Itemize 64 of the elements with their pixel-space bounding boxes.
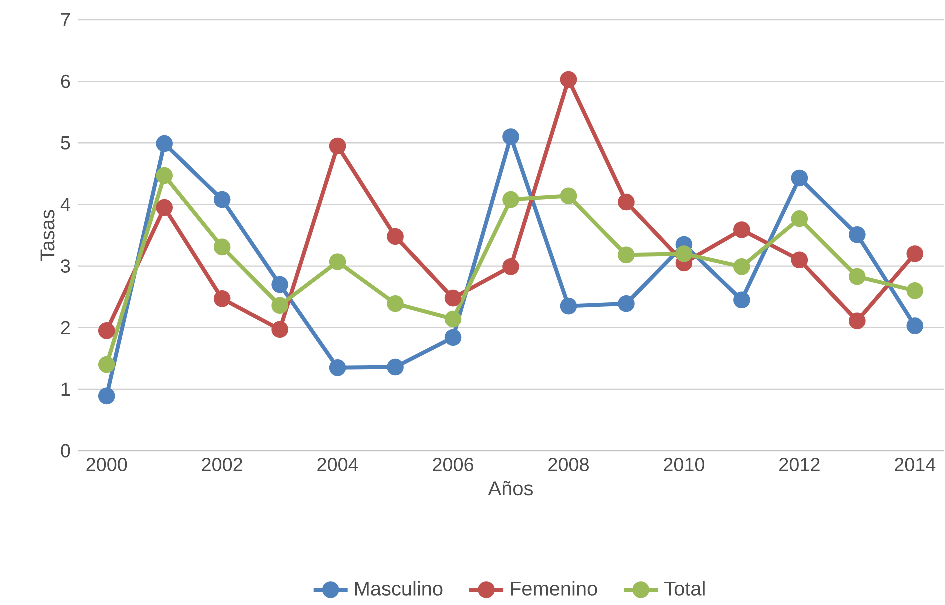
point <box>791 210 808 228</box>
point <box>272 276 288 294</box>
y-tick-label: 1 <box>62 382 70 396</box>
point <box>387 358 404 376</box>
legend-label: Femenino <box>511 581 598 596</box>
x-tick-label: 2004 <box>318 458 358 472</box>
point <box>502 128 520 146</box>
x-axis-title: Años <box>488 481 533 496</box>
y-tick-label: 0 <box>61 444 70 458</box>
x-tick-label: 2014 <box>895 458 936 472</box>
point <box>502 191 520 208</box>
point <box>618 246 635 264</box>
point <box>98 322 116 340</box>
point <box>791 170 808 187</box>
point <box>329 138 346 155</box>
y-tick-label: 2 <box>61 321 70 334</box>
x-tick-label: 2010 <box>664 458 705 472</box>
point <box>329 359 346 376</box>
point <box>387 295 404 312</box>
point <box>906 246 924 262</box>
point <box>906 318 924 334</box>
point <box>849 312 866 330</box>
point <box>444 310 462 328</box>
y-axis-title: Tasas <box>40 210 55 262</box>
legend-label: Total <box>664 581 705 596</box>
point <box>560 188 578 204</box>
y-tick-label: 5 <box>61 136 70 150</box>
point <box>98 388 116 405</box>
point <box>214 191 231 208</box>
point <box>329 254 346 270</box>
point <box>444 329 462 346</box>
point <box>214 290 231 308</box>
point <box>676 246 693 262</box>
point <box>849 268 866 286</box>
y-tick-label: 6 <box>61 74 70 88</box>
x-tick-label: 2000 <box>86 458 128 472</box>
point <box>214 238 231 256</box>
point <box>98 356 116 374</box>
y-tick-label: 4 <box>60 198 70 212</box>
point <box>272 297 288 314</box>
point <box>156 167 173 184</box>
x-tick-label: 2012 <box>780 458 820 472</box>
point <box>156 135 173 152</box>
x-tick-label: 2008 <box>548 458 589 472</box>
point <box>734 258 750 276</box>
point <box>734 292 750 309</box>
y-tick-label: 7 <box>61 13 70 27</box>
point <box>560 298 578 315</box>
legend-label: Masculino <box>355 581 443 596</box>
point <box>734 222 750 238</box>
x-tick-label: 2006 <box>433 458 474 472</box>
y-tick-label: 3 <box>61 260 70 273</box>
point <box>849 226 866 244</box>
point <box>156 199 173 216</box>
point <box>272 321 288 338</box>
point <box>791 252 808 269</box>
point <box>618 295 635 312</box>
x-tick-label: 2002 <box>202 458 242 472</box>
point <box>906 282 924 300</box>
point <box>444 290 462 307</box>
point <box>387 228 404 246</box>
point <box>618 194 635 211</box>
point <box>560 71 578 88</box>
point <box>502 258 520 276</box>
